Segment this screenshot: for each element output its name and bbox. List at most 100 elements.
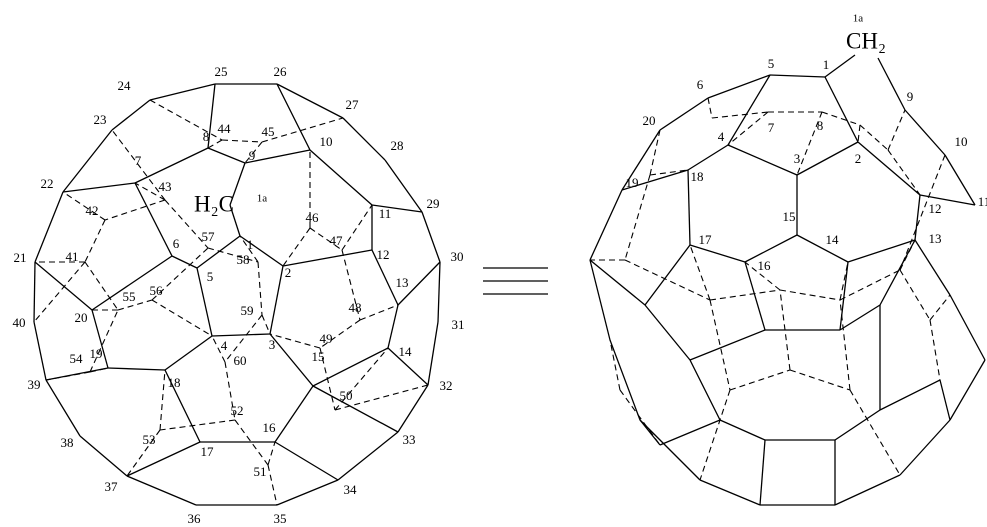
bond <box>438 262 440 322</box>
bond <box>275 442 338 480</box>
bond <box>900 420 950 475</box>
atom-label: 41 <box>66 249 79 264</box>
bond <box>745 235 797 262</box>
atom-label: 11 <box>379 206 392 221</box>
atom-label: 1 <box>247 237 254 252</box>
bond <box>270 334 313 386</box>
atom-label: 49 <box>320 331 333 346</box>
atom-label: 36 <box>188 511 202 526</box>
bond <box>35 192 63 262</box>
bond <box>343 118 385 160</box>
atom-label: 17 <box>201 444 215 459</box>
hidden-bond <box>342 205 372 250</box>
atom-label: 12 <box>377 247 390 262</box>
bond <box>150 84 215 100</box>
atom-label: 39 <box>28 377 41 392</box>
bond <box>878 58 905 110</box>
fullerene-figure: H₂C 1a CH₂ 1a 12345678910111213141516171… <box>0 0 987 527</box>
atom-label: 59 <box>241 303 254 318</box>
bond <box>338 432 398 480</box>
bond <box>127 476 196 505</box>
atom-label: 8 <box>203 129 210 144</box>
hidden-bond <box>160 420 235 430</box>
atom-label: 18 <box>168 375 181 390</box>
bond <box>940 380 950 420</box>
atom-label: 58 <box>237 252 250 267</box>
atom-label: 31 <box>452 317 465 332</box>
atom-label: 2 <box>285 265 292 280</box>
atom-label: 14 <box>399 344 413 359</box>
atom-label: 56 <box>150 283 164 298</box>
bond <box>428 322 438 385</box>
bond <box>825 55 855 77</box>
atom-label: 7 <box>135 153 142 168</box>
atom-label: 29 <box>427 196 440 211</box>
atom-label: 18 <box>691 169 704 184</box>
bond <box>950 360 985 420</box>
atom-label: 27 <box>346 97 360 112</box>
bond <box>388 305 398 348</box>
atom-label: 45 <box>262 124 275 139</box>
atom-label: 35 <box>274 511 287 526</box>
atom-label: 50 <box>340 388 353 403</box>
atom-label: 57 <box>202 229 216 244</box>
bond <box>690 330 765 360</box>
hidden-bond <box>270 334 320 348</box>
hidden-bond <box>222 140 262 142</box>
hidden-bond <box>650 170 688 175</box>
atom-label: 12 <box>929 201 942 216</box>
atom-label: 9 <box>907 89 914 104</box>
bond <box>590 190 622 260</box>
atom-label: 13 <box>929 231 942 246</box>
atom-label: 20 <box>75 310 88 325</box>
bond <box>135 148 208 183</box>
hidden-bond <box>708 98 712 118</box>
atom-label: 4 <box>221 338 228 353</box>
atom-label: 53 <box>143 432 156 447</box>
bond <box>700 480 760 505</box>
bond <box>950 295 985 360</box>
bond <box>127 442 200 476</box>
bond <box>590 260 610 340</box>
bond <box>660 420 720 445</box>
bond <box>945 155 975 205</box>
bond <box>310 150 372 205</box>
bond <box>640 420 700 480</box>
hidden-bond <box>85 262 118 310</box>
hidden-bond <box>860 125 888 150</box>
atom-label: 3 <box>794 151 801 166</box>
atom-label: 4 <box>718 129 725 144</box>
bond <box>112 100 150 130</box>
bond <box>270 266 283 334</box>
bond <box>212 334 270 336</box>
bond <box>80 436 127 476</box>
atom-label: 13 <box>396 275 409 290</box>
bond <box>797 142 858 175</box>
hidden-bond <box>152 300 212 336</box>
bond <box>720 420 765 440</box>
bond <box>34 322 46 380</box>
atom-label: 19 <box>90 346 103 361</box>
left-group-label: 1a <box>257 193 268 205</box>
bond <box>728 75 770 145</box>
hidden-bond <box>258 262 262 315</box>
bond <box>660 98 708 130</box>
atom-label: 16 <box>263 420 277 435</box>
hidden-bond <box>730 370 790 390</box>
hidden-bond <box>930 320 940 380</box>
atom-label: 28 <box>391 138 404 153</box>
hidden-bond <box>930 295 950 320</box>
hidden-bond <box>283 228 310 266</box>
atom-label: 22 <box>41 176 54 191</box>
right-group-label: 1a <box>853 13 864 25</box>
atom-label: 60 <box>234 353 247 368</box>
atom-label: 6 <box>697 77 704 92</box>
bond <box>915 195 920 240</box>
atom-label: 33 <box>403 432 416 447</box>
atom-label: 44 <box>218 121 232 136</box>
bond <box>398 385 428 432</box>
atom-label: 14 <box>826 232 840 247</box>
hidden-bond <box>888 110 905 150</box>
atom-label: 32 <box>440 378 453 393</box>
bond <box>645 305 690 360</box>
